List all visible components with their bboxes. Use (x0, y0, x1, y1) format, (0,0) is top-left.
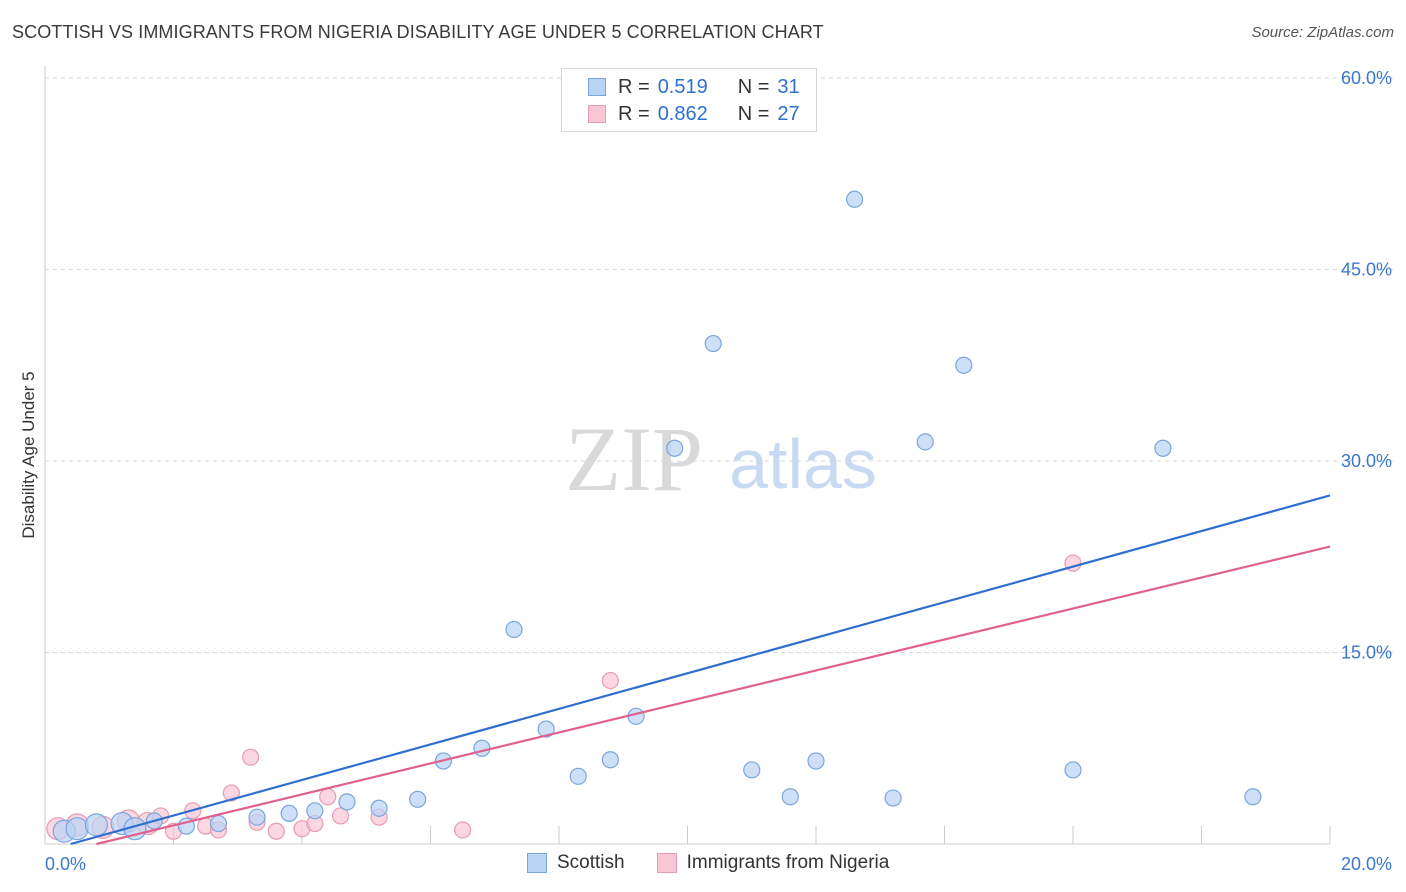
bottom-legend-swatch-scottish (527, 853, 547, 873)
source-label: Source: ZipAtlas.com (1251, 24, 1394, 41)
point-scottish (1244, 788, 1262, 806)
point-scottish (338, 793, 356, 811)
point-scottish (409, 790, 427, 808)
point-scottish (537, 720, 555, 738)
trend-lines (70, 494, 1331, 846)
y-tick-label: 60.0% (1341, 68, 1392, 88)
trend-line-nigeria (96, 545, 1331, 846)
legend-box: R = 0.519 N = 31 R = 0.862 N = 27 (561, 68, 817, 132)
grid-lines (45, 77, 1395, 653)
point-nigeria (454, 821, 472, 839)
legend-r-value: 0.862 (657, 102, 708, 125)
axes (44, 66, 1331, 845)
tick-labels: 15.0% 30.0% 45.0% 60.0% 0.0% 20.0% (45, 68, 1392, 874)
point-scottish (1064, 761, 1082, 779)
point-scottish (505, 620, 523, 639)
legend-r-label: R = (618, 102, 650, 125)
point-scottish (280, 804, 298, 822)
scatter-points (46, 190, 1262, 843)
point-scottish (601, 751, 620, 769)
x-tick-label: 0.0% (45, 854, 86, 874)
point-scottish (781, 788, 799, 806)
point-scottish (306, 802, 324, 820)
x-tick-label: 20.0% (1341, 854, 1392, 874)
point-scottish (807, 752, 825, 770)
point-scottish (569, 767, 587, 785)
legend-row-scottish: R = 0.519 N = 31 (588, 74, 800, 100)
watermark-zip: ZIP (565, 408, 703, 510)
point-nigeria (331, 807, 350, 825)
bottom-legend-label: Scottish (557, 852, 625, 873)
point-scottish (955, 356, 973, 374)
legend-swatch-scottish (588, 78, 606, 96)
bottom-legend-scottish: Scottish (527, 852, 625, 874)
point-scottish (209, 814, 228, 833)
point-scottish (845, 190, 864, 208)
y-axis-label: Disability Age Under 5 (19, 371, 38, 538)
point-nigeria (319, 788, 337, 806)
point-scottish (248, 808, 266, 826)
legend-n-value: 27 (777, 102, 800, 125)
y-tick-label: 30.0% (1341, 451, 1392, 471)
bottom-legend-swatch-nigeria (656, 853, 677, 873)
chart-title: SCOTTISH VS IMMIGRANTS FROM NIGERIA DISA… (12, 22, 824, 42)
legend-row-nigeria: R = 0.862 N = 27 (588, 101, 800, 127)
point-scottish (1154, 439, 1172, 457)
trend-line-scottish (70, 494, 1331, 846)
point-scottish (743, 761, 761, 779)
legend-n-label: N = (737, 75, 770, 98)
bottom-legend-label: Immigrants from Nigeria (686, 852, 890, 873)
point-scottish (916, 433, 934, 451)
point-scottish (704, 334, 722, 353)
legend-n-label: N = (737, 102, 770, 125)
legend-swatch-nigeria (588, 105, 606, 123)
point-scottish (84, 813, 109, 837)
point-nigeria (222, 784, 240, 802)
point-scottish (884, 789, 902, 807)
point-nigeria (601, 671, 620, 690)
point-nigeria (267, 822, 285, 840)
point-scottish (666, 439, 684, 457)
point-scottish (65, 817, 89, 841)
point-scottish (370, 799, 388, 817)
point-nigeria (242, 748, 260, 766)
y-tick-label: 15.0% (1341, 643, 1392, 663)
watermark: ZIP atlas (565, 408, 877, 510)
legend-r-value: 0.519 (657, 75, 708, 98)
legend-n-value: 31 (777, 75, 800, 98)
point-scottish (473, 739, 491, 757)
y-tick-label: 45.0% (1341, 260, 1392, 280)
bottom-legend-nigeria: Immigrants from Nigeria (656, 852, 890, 874)
bottom-legend: Scottish Immigrants from Nigeria (527, 852, 921, 874)
watermark-atlas: atlas (729, 425, 877, 503)
legend-r-label: R = (618, 75, 650, 98)
